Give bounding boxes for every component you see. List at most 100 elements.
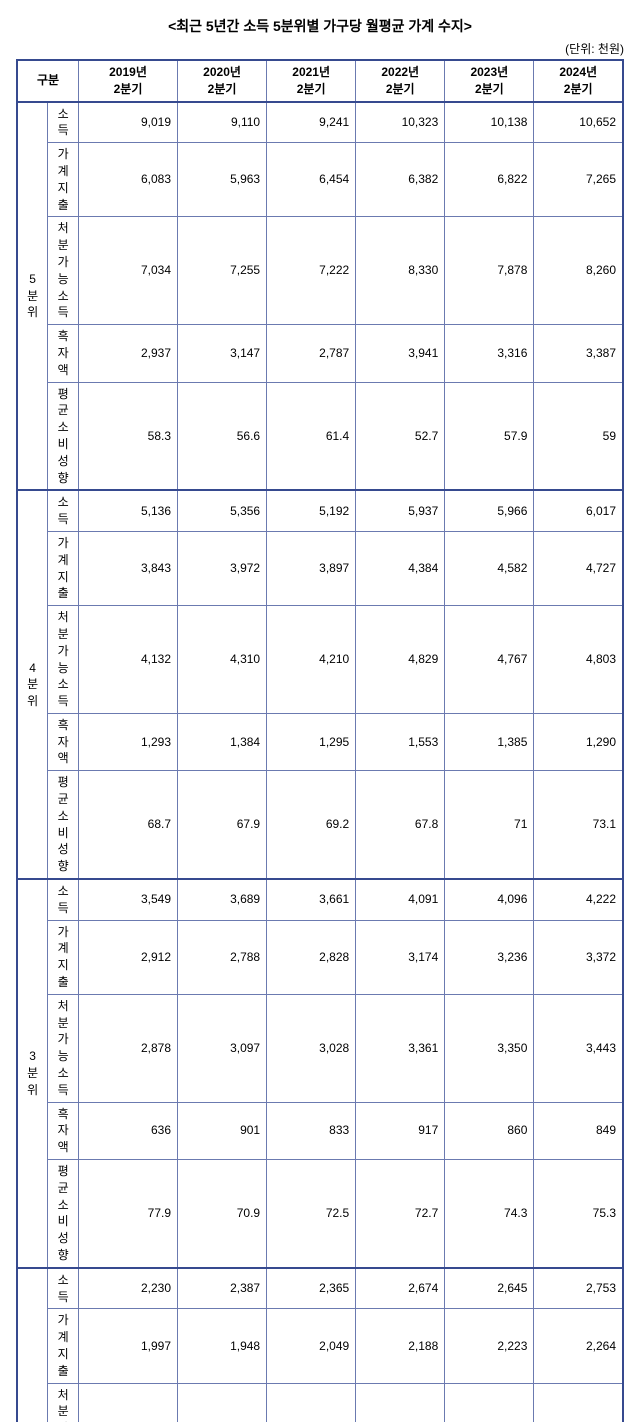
value-cell: 2,937 <box>79 325 178 382</box>
table-title: <최근 5년간 소득 5분위별 가구당 월평균 가계 수지> <box>16 16 624 36</box>
metric-label: 가계지출 <box>48 143 79 217</box>
value-cell: 3,941 <box>356 325 445 382</box>
value-cell: 1,948 <box>178 1309 267 1383</box>
value-cell: 1,990 <box>267 1383 356 1422</box>
value-cell: 4,727 <box>534 531 623 605</box>
value-cell: 4,582 <box>445 531 534 605</box>
value-cell: 6,017 <box>534 490 623 531</box>
value-cell: 2,230 <box>79 1268 178 1309</box>
col-year-2: 2021년 2분기 <box>267 60 356 102</box>
value-cell: 2,188 <box>356 1309 445 1383</box>
value-cell: 3,174 <box>356 920 445 994</box>
value-cell: 72.7 <box>356 1160 445 1268</box>
value-cell: 8,330 <box>356 217 445 325</box>
value-cell: 636 <box>79 1102 178 1159</box>
value-cell: 833 <box>267 1102 356 1159</box>
value-cell: 7,878 <box>445 217 534 325</box>
value-cell: 2,365 <box>267 1268 356 1309</box>
value-cell: 3,361 <box>356 994 445 1102</box>
value-cell: 2,828 <box>267 920 356 994</box>
value-cell: 10,323 <box>356 102 445 143</box>
value-cell: 3,443 <box>534 994 623 1102</box>
col-group-header: 구분 <box>17 60 79 102</box>
metric-label: 처분가능소득 <box>48 217 79 325</box>
value-cell: 73.1 <box>534 771 623 879</box>
value-cell: 4,132 <box>79 606 178 714</box>
value-cell: 10,652 <box>534 102 623 143</box>
metric-label: 소득 <box>48 490 79 531</box>
table-body: 5분위소득9,0199,1109,24110,32310,13810,652가계… <box>17 102 623 1422</box>
value-cell: 3,387 <box>534 325 623 382</box>
value-cell: 61.4 <box>267 382 356 490</box>
value-cell: 2,674 <box>356 1268 445 1309</box>
value-cell: 69.2 <box>267 771 356 879</box>
value-cell: 77.9 <box>79 1160 178 1268</box>
value-cell: 59 <box>534 382 623 490</box>
value-cell: 3,661 <box>267 879 356 920</box>
value-cell: 5,136 <box>79 490 178 531</box>
value-cell: 5,356 <box>178 490 267 531</box>
metric-label: 처분가능소득 <box>48 606 79 714</box>
value-cell: 56.6 <box>178 382 267 490</box>
value-cell: 9,110 <box>178 102 267 143</box>
value-cell: 74.3 <box>445 1160 534 1268</box>
value-cell: 2,264 <box>534 1309 623 1383</box>
metric-label: 흑자액 <box>48 325 79 382</box>
metric-label: 소득 <box>48 102 79 143</box>
value-cell: 849 <box>534 1102 623 1159</box>
value-cell: 3,689 <box>178 879 267 920</box>
value-cell: 4,384 <box>356 531 445 605</box>
value-cell: 2,251 <box>356 1383 445 1422</box>
value-cell: 67.8 <box>356 771 445 879</box>
value-cell: 6,083 <box>79 143 178 217</box>
value-cell: 901 <box>178 1102 267 1159</box>
value-cell: 1,384 <box>178 713 267 770</box>
value-cell: 7,265 <box>534 143 623 217</box>
value-cell: 72.5 <box>267 1160 356 1268</box>
value-cell: 7,034 <box>79 217 178 325</box>
group-label: 4분위 <box>17 490 48 879</box>
metric-label: 흑자액 <box>48 713 79 770</box>
value-cell: 917 <box>356 1102 445 1159</box>
value-cell: 1,553 <box>356 713 445 770</box>
value-cell: 8,260 <box>534 217 623 325</box>
metric-label: 평균소비성향 <box>48 771 79 879</box>
value-cell: 3,316 <box>445 325 534 382</box>
metric-label: 평균소비성향 <box>48 382 79 490</box>
value-cell: 2,223 <box>445 1309 534 1383</box>
value-cell: 7,255 <box>178 217 267 325</box>
value-cell: 9,241 <box>267 102 356 143</box>
metric-label: 처분가능소득 <box>48 994 79 1102</box>
value-cell: 71 <box>445 771 534 879</box>
value-cell: 1,385 <box>445 713 534 770</box>
value-cell: 68.7 <box>79 771 178 879</box>
value-cell: 2,387 <box>178 1268 267 1309</box>
value-cell: 2,787 <box>267 325 356 382</box>
unit-label: (단위: 천원) <box>16 40 624 57</box>
col-year-1: 2020년 2분기 <box>178 60 267 102</box>
value-cell: 2,753 <box>534 1268 623 1309</box>
value-cell: 5,192 <box>267 490 356 531</box>
value-cell: 2,049 <box>267 1309 356 1383</box>
value-cell: 860 <box>445 1102 534 1159</box>
value-cell: 5,963 <box>178 143 267 217</box>
value-cell: 6,382 <box>356 143 445 217</box>
value-cell: 6,454 <box>267 143 356 217</box>
value-cell: 5,966 <box>445 490 534 531</box>
value-cell: 1,293 <box>79 713 178 770</box>
table-header: 구분 2019년 2분기 2020년 2분기 2021년 2분기 2022년 2… <box>17 60 623 102</box>
value-cell: 3,549 <box>79 879 178 920</box>
value-cell: 57.9 <box>445 382 534 490</box>
metric-label: 가계지출 <box>48 920 79 994</box>
value-cell: 10,138 <box>445 102 534 143</box>
value-cell: 7,222 <box>267 217 356 325</box>
value-cell: 2,211 <box>445 1383 534 1422</box>
value-cell: 75.3 <box>534 1160 623 1268</box>
value-cell: 3,028 <box>267 994 356 1102</box>
value-cell: 4,210 <box>267 606 356 714</box>
value-cell: 4,222 <box>534 879 623 920</box>
col-year-4: 2023년 2분기 <box>445 60 534 102</box>
value-cell: 5,937 <box>356 490 445 531</box>
value-cell: 2,320 <box>534 1383 623 1422</box>
metric-label: 소득 <box>48 1268 79 1309</box>
